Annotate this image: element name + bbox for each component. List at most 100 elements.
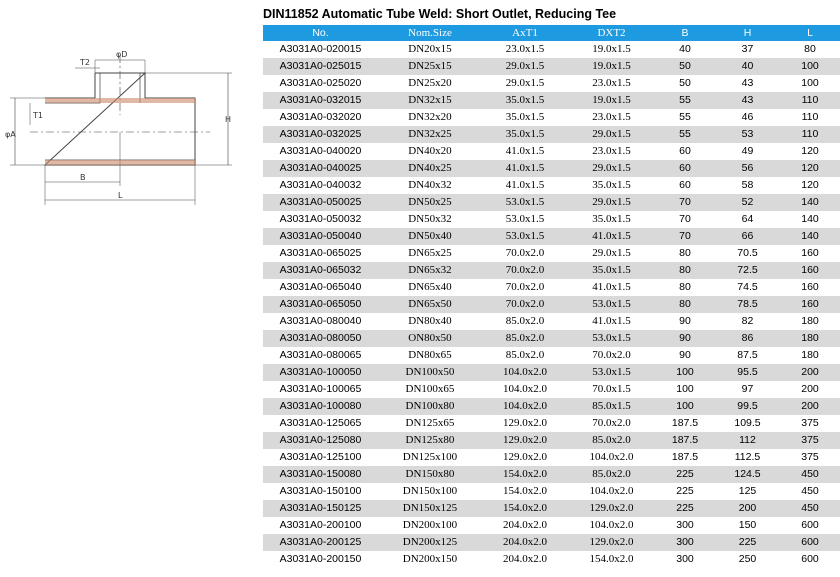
table-cell: 85.0x2.0 <box>482 330 568 347</box>
table-cell: DN40x25 <box>378 160 482 177</box>
table-cell: 37 <box>741 43 754 55</box>
table-cell: 100 <box>655 364 715 381</box>
table-cell: A3031A0-040025 <box>263 160 378 177</box>
table-cell: 53.0x1.5 <box>482 194 568 211</box>
table-cell: 104.0x2.0 <box>503 383 547 395</box>
table-cell: 70.0x2.0 <box>592 417 631 429</box>
table-cell: A3031A0-065050 <box>263 296 378 313</box>
column-header: No. <box>263 25 378 41</box>
table-row: A3031A0-080040 DN80x40 85.0x2.0 41.0x1.5 90 8… <box>263 313 840 330</box>
table-cell: 35.0x1.5 <box>568 262 655 279</box>
table-cell: 53.0x1.5 <box>568 330 655 347</box>
table-cell: 80 <box>804 43 816 55</box>
table-cell: 100 <box>676 383 694 395</box>
table-cell: DN20x15 <box>408 43 452 55</box>
table-cell: 100 <box>780 58 840 75</box>
table-cell: 82 <box>741 315 754 327</box>
table-cell: 29.0x1.5 <box>568 194 655 211</box>
table-cell: 120 <box>801 145 819 157</box>
table-cell: 41.0x1.5 <box>505 179 545 191</box>
table-cell: 112 <box>715 432 780 449</box>
table-cell: 104.0x2.0 <box>482 398 568 415</box>
tee-drawing: φD T2 T1 φA B H L <box>5 50 232 205</box>
table-cell: A3031A0-150080 <box>263 466 378 483</box>
table-cell: A3031A0-050025 <box>263 194 378 211</box>
table-cell: 55 <box>655 126 715 143</box>
table-cell: 450 <box>780 466 840 483</box>
table-cell: 200 <box>715 500 780 517</box>
column-header: L <box>780 25 840 41</box>
table-cell: 187.5 <box>655 432 715 449</box>
table-row: A3031A0-150080 DN150x80 154.0x2.0 85.0x2.0 2… <box>263 466 840 483</box>
table-cell: 110 <box>780 126 840 143</box>
table-cell: 43 <box>741 77 754 89</box>
table-cell: 200 <box>780 398 840 415</box>
table-row: A3031A0-040020 DN40x20 41.0x1.5 23.0x1.5 60 4… <box>263 143 840 160</box>
table-cell: 60 <box>679 179 691 191</box>
table-cell: 180 <box>801 315 819 327</box>
table-cell: 55 <box>655 92 715 109</box>
table-row: A3031A0-125065 DN125x65 129.0x2.0 70.0x2.0 1… <box>263 415 840 432</box>
table-cell: 225 <box>715 534 780 551</box>
table-cell: 29.0x1.5 <box>505 77 545 89</box>
table-cell: DN100x50 <box>378 364 482 381</box>
table-cell: 19.0x1.5 <box>568 92 655 109</box>
table-cell: DN80x65 <box>408 349 452 361</box>
table-cell: 29.0x1.5 <box>482 58 568 75</box>
table-row: A3031A0-125100 DN125x100 129.0x2.0 104.0x2.… <box>263 449 840 466</box>
table-cell: A3031A0-020015 <box>279 43 362 55</box>
table-cell: 154.0x2.0 <box>589 553 634 565</box>
table-cell: 60 <box>655 160 715 177</box>
table-cell: A3031A0-100065 <box>279 383 362 395</box>
table-cell: DN200x150 <box>402 553 458 565</box>
table-cell: 154.0x2.0 <box>503 485 547 497</box>
table-cell: 160 <box>801 247 819 259</box>
table-cell: 70.0x2.0 <box>505 247 545 259</box>
table-row: A3031A0-040032 DN40x32 41.0x1.5 35.0x1.5 60 5… <box>263 177 840 194</box>
dim-label: T1 <box>32 111 43 120</box>
table-cell: 450 <box>780 500 840 517</box>
table-cell: DN150x100 <box>402 485 458 497</box>
table-cell: 78.5 <box>715 296 780 313</box>
table-cell: 40 <box>715 58 780 75</box>
table-row: A3031A0-080065 DN80x65 85.0x2.0 70.0x2.0 90 8… <box>263 347 840 364</box>
table-cell: 80 <box>655 262 715 279</box>
table-cell: 35.0x1.5 <box>592 213 631 225</box>
table-cell: 154.0x2.0 <box>482 500 568 517</box>
table-row: A3031A0-100065 DN100x65 104.0x2.0 70.0x1.5 1… <box>263 381 840 398</box>
table-cell: 180 <box>801 349 819 361</box>
table-cell: A3031A0-032015 <box>263 92 378 109</box>
table-cell: A3031A0-065040 <box>279 281 362 293</box>
table-cell: 70.5 <box>737 247 758 259</box>
table-cell: DN150x125 <box>378 500 482 517</box>
table-cell: 87.5 <box>737 349 758 361</box>
table-cell: 66 <box>715 228 780 245</box>
table-cell: DN65x25 <box>408 247 452 259</box>
table-cell: 104.0x2.0 <box>589 451 634 463</box>
table-cell: 129.0x2.0 <box>568 500 655 517</box>
dim-label: B <box>80 173 86 182</box>
table-cell: DN25x20 <box>408 77 452 89</box>
column-header: B <box>655 25 715 41</box>
table-cell: 74.5 <box>737 281 758 293</box>
table-cell: 86 <box>715 330 780 347</box>
table-cell: 187.5 <box>671 451 699 463</box>
table-cell: 35.0x1.5 <box>482 126 568 143</box>
table-cell: 129.0x2.0 <box>503 417 547 429</box>
table-cell: DN150x80 <box>378 466 482 483</box>
table-cell: 200 <box>780 364 840 381</box>
table-cell: DN125x100 <box>402 451 458 463</box>
table-cell: A3031A0-080050 <box>263 330 378 347</box>
table-cell: 109.5 <box>734 417 761 429</box>
table-cell: 41.0x1.5 <box>482 160 568 177</box>
header-row: No. Nom.Size AxT1 DXT2 B H L <box>263 25 840 41</box>
table-cell: A3031A0-080065 <box>279 349 362 361</box>
table-row: A3031A0-065050 DN65x50 70.0x2.0 53.0x1.5 80 7… <box>263 296 840 313</box>
table-cell: 300 <box>676 519 694 531</box>
spec-table: No. Nom.Size AxT1 DXT2 B H L A3031A0-020015 DN2… <box>263 25 840 568</box>
table-row: A3031A0-065032 DN65x32 70.0x2.0 35.0x1.5 80 7… <box>263 262 840 279</box>
table-cell: 100 <box>655 398 715 415</box>
column-header: AxT1 <box>482 25 568 41</box>
table-row: A3031A0-020015 DN20x15 23.0x1.5 19.0x1.5 40 3… <box>263 41 840 58</box>
